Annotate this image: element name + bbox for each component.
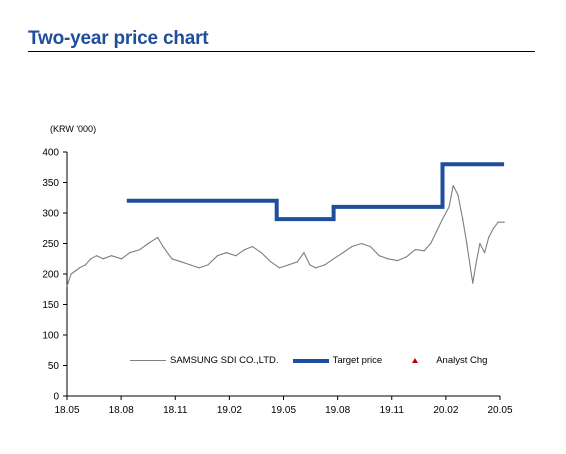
price-point	[139, 249, 141, 251]
x-tick-label: 19.05	[271, 405, 296, 416]
series-line-target-price	[126, 162, 505, 222]
price-point	[342, 252, 344, 254]
price-point	[462, 218, 464, 220]
price-point	[351, 245, 353, 248]
price-point	[120, 258, 123, 260]
price-point	[78, 267, 81, 269]
price-point	[309, 264, 311, 266]
price-point	[296, 261, 299, 263]
chart-title: Two-year price chart	[28, 28, 209, 49]
price-point	[235, 255, 237, 257]
price-point	[162, 245, 164, 248]
legend-item-price: SAMSUNG SDI CO.,LTD.	[130, 355, 279, 366]
price-point	[216, 255, 219, 257]
y-tick-label: 350	[42, 178, 59, 189]
price-point	[90, 258, 92, 260]
price-point	[244, 249, 246, 251]
price-point	[180, 261, 182, 263]
price-point	[479, 242, 481, 245]
price-point	[483, 252, 486, 254]
price-point	[147, 242, 149, 245]
legend-swatch-price	[130, 360, 166, 361]
price-point	[503, 221, 505, 223]
price-point	[110, 255, 113, 257]
price-point	[270, 261, 272, 263]
x-tick-label: 18.08	[109, 405, 134, 416]
y-tick-label: 400	[42, 148, 59, 159]
price-point	[332, 258, 335, 260]
price-point	[378, 255, 380, 257]
legend-label-target: Target price	[332, 355, 383, 366]
price-point	[70, 273, 72, 275]
price-point	[66, 285, 68, 287]
chart-legend: SAMSUNG SDI CO.,LTD. Target price Analys…	[130, 355, 501, 366]
y-tick-label: 300	[42, 209, 59, 220]
x-tick-label: 19.08	[325, 405, 350, 416]
price-point	[466, 242, 468, 245]
legend-item-analyst: Analyst Chg	[396, 355, 487, 366]
price-point	[448, 206, 450, 208]
price-point	[96, 255, 98, 257]
price-point	[441, 218, 444, 220]
price-point	[157, 236, 159, 238]
y-tick-label: 200	[42, 270, 59, 281]
legend-swatch-target	[292, 358, 329, 363]
price-point	[102, 258, 104, 260]
x-tick-label: 18.11	[163, 405, 188, 416]
chart-series	[66, 162, 505, 287]
price-point	[436, 230, 438, 232]
legend-item-target: Target price	[292, 355, 383, 366]
y-axis-unit-label: (KRW '000)	[50, 124, 97, 134]
price-point	[457, 194, 459, 196]
y-tick-label: 250	[42, 239, 59, 250]
price-point	[387, 258, 389, 260]
x-tick-label: 20.02	[433, 405, 458, 416]
legend-swatch-analyst-triangle-icon	[412, 358, 419, 363]
price-point	[452, 184, 454, 187]
x-tick-label: 20.05	[487, 405, 512, 416]
price-point	[279, 267, 281, 269]
price-point	[225, 252, 227, 254]
price-point	[315, 267, 317, 269]
price-point	[324, 264, 326, 266]
legend-label-price: SAMSUNG SDI CO.,LTD.	[170, 355, 279, 366]
price-point	[171, 258, 173, 260]
y-tick-label: 50	[48, 361, 60, 372]
price-point	[251, 245, 254, 248]
title-underline	[28, 51, 535, 52]
price-point	[488, 236, 490, 238]
price-point	[475, 261, 477, 263]
series-line-samsung-sdi	[66, 184, 505, 287]
price-point	[414, 249, 416, 251]
x-tick-label: 19.02	[217, 405, 242, 416]
price-point	[396, 259, 399, 262]
price-point	[74, 270, 76, 272]
price-point	[423, 250, 425, 252]
price-point	[472, 282, 474, 284]
price-point	[303, 252, 305, 254]
price-point	[189, 264, 191, 266]
price-point	[369, 245, 371, 248]
price-point	[492, 227, 495, 229]
price-point	[430, 242, 432, 245]
price-point	[84, 264, 86, 266]
y-tick-label: 0	[53, 392, 59, 403]
price-point	[360, 242, 362, 245]
price-point	[497, 221, 499, 223]
price-point	[198, 267, 200, 269]
x-tick-label: 19.11	[380, 405, 405, 416]
price-point	[287, 264, 290, 266]
price-point	[469, 267, 471, 269]
price-point	[405, 256, 408, 258]
chart-axes: 0 50 100 150 200 250 300 350 400 18.05 18.08 18.11 1…	[42, 148, 513, 417]
x-tick-label: 18.05	[54, 405, 79, 416]
price-point	[129, 252, 131, 254]
legend-label-analyst: Analyst Chg	[436, 355, 488, 366]
y-tick-label: 150	[42, 300, 59, 311]
price-point	[207, 264, 209, 266]
price-point	[260, 252, 262, 254]
y-tick-label: 100	[42, 331, 59, 342]
